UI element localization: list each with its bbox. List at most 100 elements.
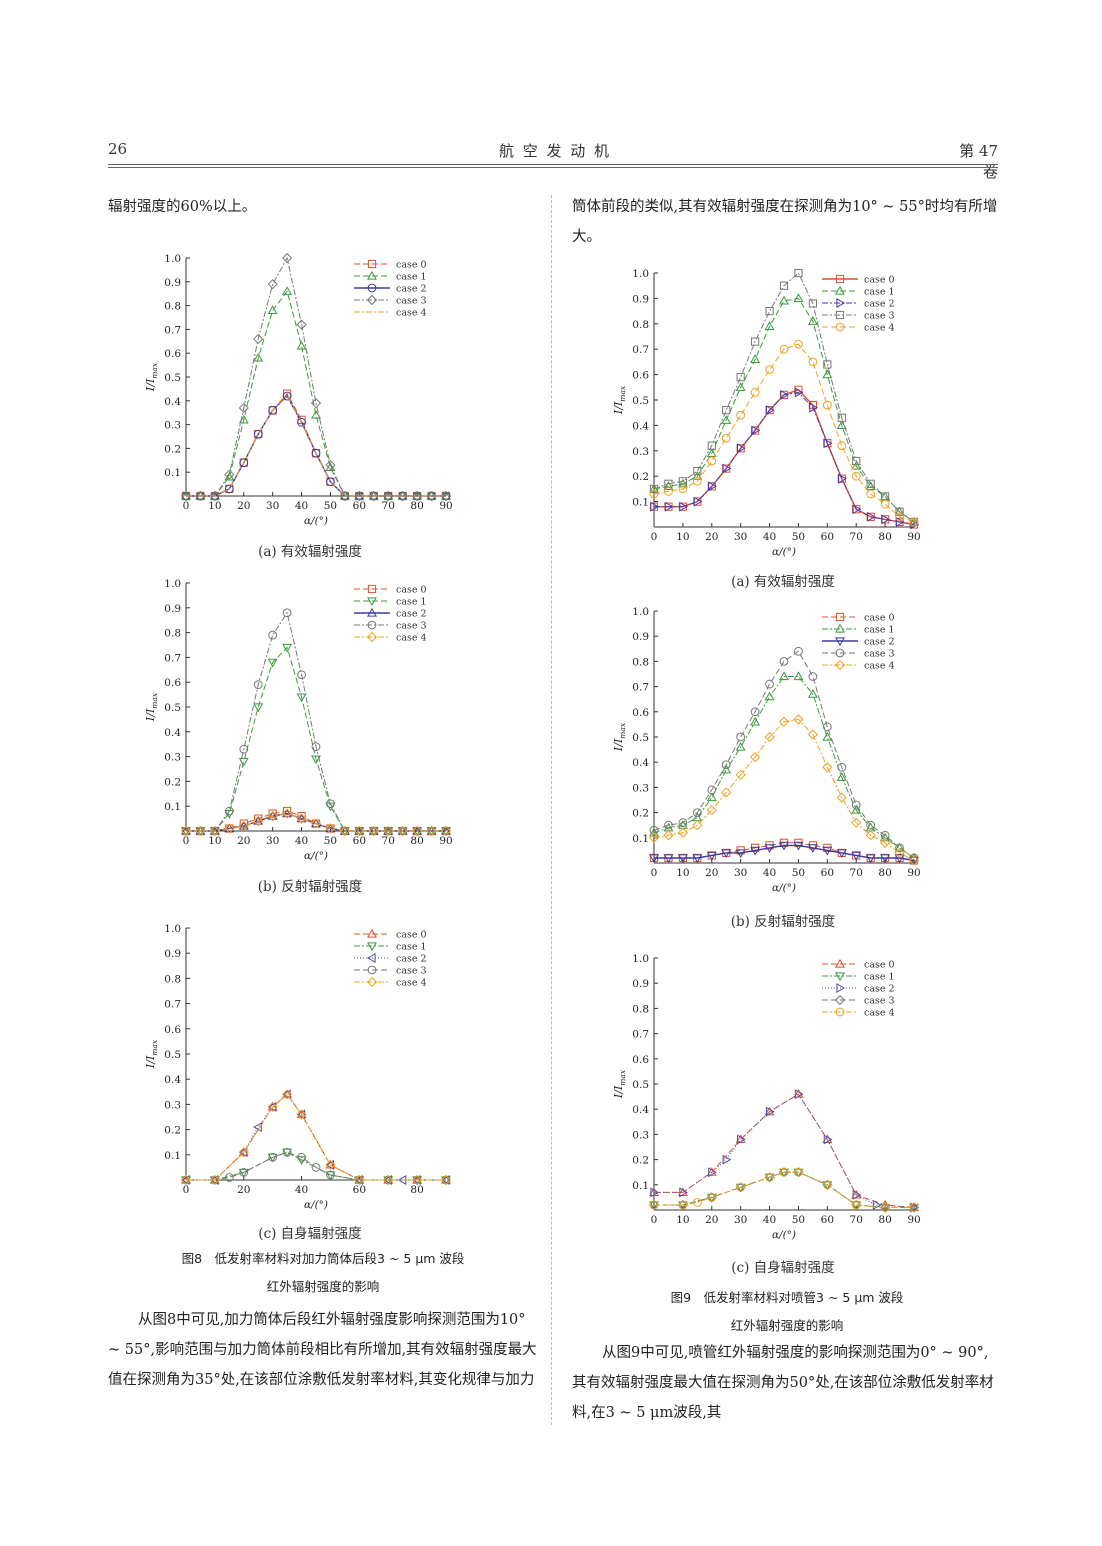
y-tick-label: 0.9 [632,978,649,990]
data-point [180,490,192,502]
data-point [851,800,861,810]
volume-label: 第 47 卷 [959,142,998,181]
y-tick-label: 0.9 [164,948,181,960]
data-point [440,825,452,837]
data-point [794,1167,803,1177]
legend-label: case 0 [396,930,427,941]
legend-label: case 1 [864,287,895,298]
legend-marker [835,612,845,622]
y-tick-label: 0.4 [164,1074,181,1086]
y-tick-label: 0.1 [632,1180,649,1192]
data-point [707,456,717,466]
y-tick-label: 0.5 [632,1079,649,1091]
x-tick-label: 20 [237,835,250,847]
series-line [186,1093,446,1181]
caption-fig8b: (b) 反射辐射强度 [257,879,363,895]
legend-marker [835,958,845,968]
data-point [866,479,875,488]
x-tick-label: 10 [676,867,689,879]
data-point [851,1200,861,1210]
x-tick-label: 80 [878,1214,891,1226]
data-point [677,478,688,488]
legend-label: case 1 [396,597,427,608]
data-point [326,477,335,487]
data-point [267,1101,278,1111]
legend-label: case 0 [864,275,895,286]
data-point [793,1088,804,1098]
y-tick-label: 0.7 [164,324,181,336]
data-point [282,1089,293,1098]
data-point [296,1109,307,1119]
data-point [778,1167,790,1178]
y-tick-label: 0.9 [164,603,181,615]
y-tick-label: 0.3 [164,1099,181,1111]
data-point [383,490,394,502]
data-point [794,268,803,278]
data-point [224,823,235,834]
data-point [678,1200,688,1210]
data-point [678,818,688,828]
legend-marker [367,584,377,594]
x-tick-label: 30 [266,500,279,512]
series-line [186,646,446,832]
legend-label: case 4 [396,633,427,644]
data-point [765,1172,774,1182]
series-case-2 [649,841,919,866]
chart-fig8a: 0.1 0.2 0.3 0.4 0.5 0.6 0.7 0.8 0.9 1.0 0 10 20 30 40 5… [144,252,453,527]
data-point [765,1106,775,1117]
data-point [692,471,703,480]
data-point [209,1175,219,1185]
y-tick-label: 0.4 [632,1104,649,1116]
x-tick-label: 90 [907,1214,920,1226]
data-point [881,514,891,525]
data-point [765,307,774,316]
legend-marker [367,607,377,617]
data-point [909,517,919,527]
data-point [779,344,789,354]
data-point [253,333,264,345]
data-point [895,843,904,853]
y-axis-label: I/Imax [612,722,627,752]
data-point [238,757,249,767]
caption-fig9c: (c) 自身辐射强度 [731,1260,835,1276]
x-tick-label: 40 [295,1184,308,1196]
data-point [663,481,674,490]
series-case-2 [180,1089,450,1185]
series-line [654,1093,915,1208]
data-point [311,1163,321,1172]
x-tick-label: 40 [763,531,776,543]
y-tick-label: 0.7 [632,1029,649,1041]
x-tick-label: 70 [850,1214,863,1226]
legend-marker [367,283,377,293]
y-tick-label: 0.5 [164,372,181,384]
legend-label: case 3 [864,311,895,322]
y-tick-label: 0.4 [632,757,649,769]
data-point [836,772,847,781]
data-point [779,281,789,290]
paragraph-left-bottom: 从图8中可见,加力筒体后段红外辐射强度影响探测范围为10° ~ 55°,影响范围… [108,1312,537,1388]
data-point [822,846,833,856]
data-point [764,1106,775,1116]
x-axis-label: α/(°) [772,882,796,894]
data-point [794,387,804,398]
data-point [837,762,847,772]
data-point [822,1180,832,1190]
y-tick-label: 0.3 [632,782,649,794]
data-point [412,1174,423,1186]
data-point [866,820,876,830]
data-point [224,1173,234,1182]
series-case-4 [180,808,452,837]
data-point [649,484,659,494]
x-tick-label: 50 [792,867,805,879]
data-point [326,799,335,809]
series-line [186,1151,446,1181]
data-point [180,1174,192,1186]
data-point [283,807,292,816]
data-point [737,1134,746,1145]
series-line [653,272,915,523]
data-point [852,1189,862,1200]
x-tick-label: 20 [705,1214,718,1226]
data-point [793,293,804,302]
data-point [664,820,673,830]
series-case-3 [649,268,919,527]
